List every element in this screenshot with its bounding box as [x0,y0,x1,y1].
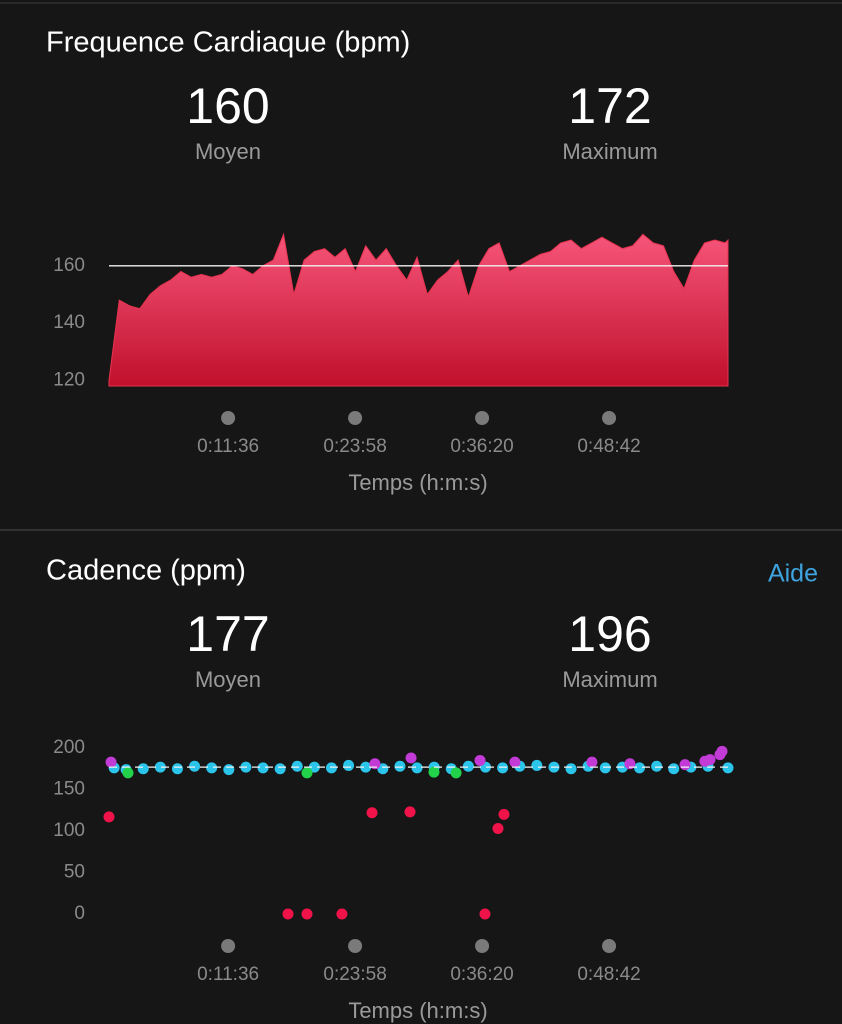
cadence-point [498,808,510,820]
stat-value: 172 [568,78,651,134]
stat-value: 177 [186,606,269,662]
cadence-point [668,763,680,775]
x-tick-mark [348,411,363,425]
panel-title: Cadence (ppm) [46,555,246,587]
x-tick-mark [221,939,236,953]
cadence-point [171,763,183,775]
cadence-point [462,760,474,772]
cadence-point [274,763,286,775]
cadence-point [122,767,134,779]
stat-label: Maximum [562,139,657,164]
x-tick-label: 0:48:42 [577,436,640,457]
cadence-point [377,763,389,775]
y-tick-label: 0 [74,903,85,924]
cadence-point [565,763,577,775]
cadence-point [722,762,734,774]
x-tick-label: 0:23:58 [323,964,386,985]
cadence-point [308,761,320,773]
cadence-point [291,760,303,772]
x-tick-label: 0:36:20 [450,436,513,457]
help-link[interactable]: Aide [768,560,818,588]
cadence-point [366,807,378,819]
cadence-point [336,908,348,920]
stat-value: 160 [186,78,269,134]
cadence-point [404,806,416,818]
cadence-point [137,763,149,775]
cadence-point [301,908,313,920]
cadence-point [497,762,509,774]
cadence-point [450,767,462,779]
x-tick-mark [602,411,617,425]
x-tick-label: 0:11:36 [197,964,259,985]
cadence-point [716,745,728,757]
cadence-point [103,811,115,823]
cadence-point [531,759,543,771]
stat-label: Moyen [195,667,261,692]
y-tick-label: 50 [64,862,85,883]
y-tick-label: 100 [53,820,85,841]
x-tick-label: 0:11:36 [197,436,259,457]
cadence-point [325,762,337,774]
cadence-point [679,759,691,771]
x-tick-mark [221,411,236,425]
cadence-point [479,908,491,920]
cadence-point [428,766,440,778]
cadence-point [360,761,372,773]
cadence-point [105,756,117,768]
x-tick-mark [348,939,363,953]
x-axis-label: Temps (h:m:s) [348,998,487,1023]
cadence-point [189,760,201,772]
heart-rate-area [108,232,729,387]
cadence-point [704,754,716,766]
stat-label: Moyen [195,139,261,164]
cadence-point [509,756,521,768]
cadence-point [634,762,646,774]
x-tick-label: 0:23:58 [323,436,386,457]
y-tick-label: 140 [53,312,85,333]
cadence-point [586,756,598,768]
cadence-point [651,760,663,772]
x-tick-mark [475,411,490,425]
cadence-point [411,762,423,774]
cadence-point [282,908,294,920]
cadence-point [301,767,313,779]
x-tick-label: 0:48:42 [577,964,640,985]
y-tick-label: 160 [53,255,85,276]
cadence-point [474,754,486,766]
cadence-point [206,762,218,774]
stat-label: Maximum [562,667,657,692]
cadence-point [257,762,269,774]
panel-title: Frequence Cardiaque (bpm) [46,27,410,59]
y-tick-label: 150 [53,779,85,800]
cadence-point [405,752,417,764]
cadence-point [343,759,355,771]
x-tick-label: 0:36:20 [450,964,513,985]
cadence-point [492,823,504,835]
stat-value: 196 [568,606,651,662]
cadence-point [599,762,611,774]
x-tick-mark [475,939,490,953]
cadence-point [394,760,406,772]
x-tick-mark [602,939,617,953]
cadence-point [223,764,235,776]
y-tick-label: 200 [53,737,85,758]
x-axis-label: Temps (h:m:s) [348,470,487,495]
cadence-point [154,761,166,773]
y-tick-label: 120 [53,369,85,390]
